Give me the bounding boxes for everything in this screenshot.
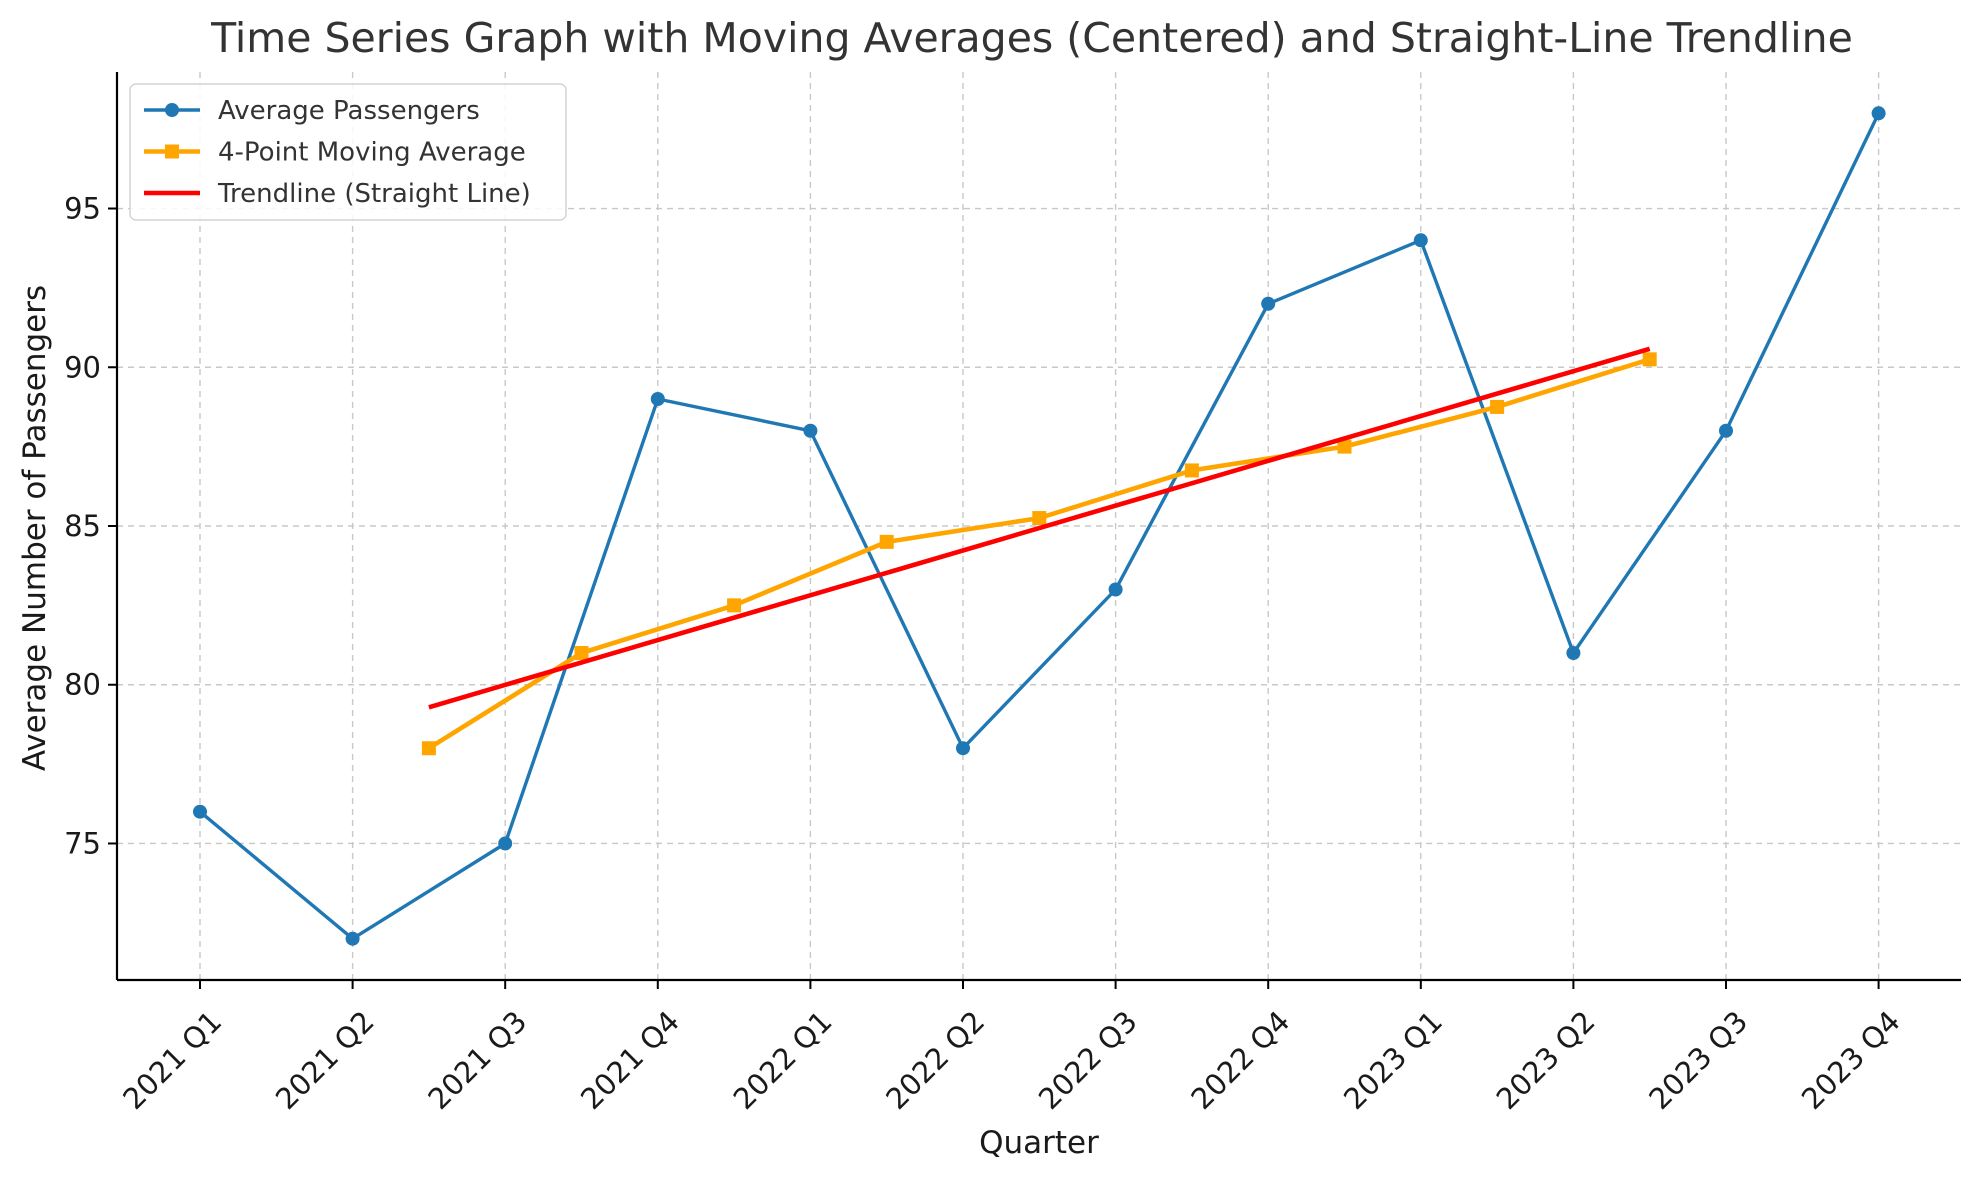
x-tick-label: 2021 Q4 bbox=[574, 1004, 686, 1116]
x-tick-label: 2021 Q1 bbox=[116, 1004, 228, 1116]
series bbox=[193, 106, 1886, 946]
x-tick-label: 2021 Q2 bbox=[269, 1004, 381, 1116]
series-line bbox=[198, 112, 1881, 941]
data-point-marker bbox=[1337, 439, 1352, 454]
data-point-marker bbox=[498, 836, 513, 851]
x-tick-label: 2022 Q2 bbox=[879, 1004, 991, 1116]
legend-label: Average Passengers bbox=[218, 96, 480, 126]
x-axis-title: Quarter bbox=[979, 1125, 1099, 1161]
series-line bbox=[427, 357, 1651, 751]
series-line bbox=[428, 346, 1651, 710]
legend-label: 4-Point Moving Average bbox=[218, 138, 526, 168]
data-point-marker bbox=[956, 741, 970, 756]
data-point-marker bbox=[803, 423, 818, 438]
grid bbox=[117, 72, 1961, 980]
data-point-marker bbox=[1413, 233, 1428, 248]
axes: 2021 Q1 2021 Q2 2021 Q3 2021 Q4 2022 Q1 2022 … bbox=[64, 72, 1961, 1116]
data-point-marker bbox=[1261, 296, 1276, 311]
data-point-marker bbox=[1490, 399, 1505, 414]
x-tick-label: 2022 Q1 bbox=[727, 1004, 839, 1116]
x-tick-label: 2021 Q3 bbox=[421, 1004, 533, 1116]
data-point-marker bbox=[727, 598, 742, 613]
y-tick-label: 90 bbox=[64, 350, 101, 384]
data-point-marker bbox=[1642, 352, 1657, 367]
data-point-marker bbox=[1566, 645, 1581, 660]
data-point-marker bbox=[574, 645, 589, 660]
legend-swatch-marker bbox=[165, 103, 179, 117]
data-point-marker bbox=[421, 741, 436, 756]
y-tick-label: 80 bbox=[64, 668, 101, 702]
x-tick-label: 2022 Q4 bbox=[1184, 1004, 1296, 1116]
x-tick-label: 2022 Q3 bbox=[1032, 1004, 1144, 1116]
chart-title: Time Series Graph with Moving Averages (… bbox=[210, 14, 1853, 62]
x-tick-label: 2023 Q2 bbox=[1490, 1004, 1602, 1116]
data-point-marker bbox=[1184, 463, 1199, 478]
y-tick-label: 95 bbox=[64, 192, 101, 226]
data-point-marker bbox=[1871, 106, 1886, 121]
data-point-marker bbox=[879, 534, 894, 549]
data-point-marker bbox=[345, 931, 360, 946]
data-point-marker bbox=[1108, 582, 1123, 597]
legend-label: Trendline (Straight Line) bbox=[217, 179, 531, 209]
x-tick-label: 2023 Q3 bbox=[1642, 1004, 1754, 1116]
y-tick-label: 75 bbox=[64, 826, 101, 860]
y-tick-label: 85 bbox=[64, 509, 101, 543]
series-1 bbox=[421, 352, 1657, 756]
legend-swatch-marker bbox=[165, 144, 179, 159]
legend: Average Passengers 4-Point Moving Average… bbox=[129, 83, 567, 221]
data-point-marker bbox=[650, 392, 665, 407]
data-point-marker bbox=[1719, 423, 1733, 438]
series-0 bbox=[193, 106, 1886, 946]
y-axis-title: Average Number of Passengers bbox=[17, 285, 53, 771]
x-tick-label: 2023 Q1 bbox=[1337, 1004, 1449, 1116]
series-2 bbox=[428, 346, 1651, 710]
x-tick-label: 2023 Q4 bbox=[1795, 1004, 1907, 1116]
data-point-marker bbox=[193, 804, 207, 819]
data-point-marker bbox=[1032, 511, 1047, 526]
legend-box bbox=[129, 83, 567, 221]
